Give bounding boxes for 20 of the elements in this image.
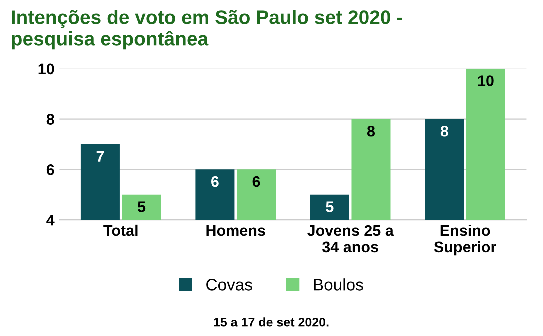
text: 15 a 17 de set 2020. (214, 318, 329, 327)
x-tick-label: Total (104, 224, 138, 236)
data-label: 5 (326, 202, 334, 212)
x-tick-label: Homens (206, 226, 266, 236)
y-tick-label: 6 (46, 164, 54, 176)
y-tick-label: 8 (46, 114, 54, 125)
y-tick-label: 10 (38, 64, 54, 75)
legend-label: Covas (206, 279, 252, 291)
data-label: 10 (478, 76, 494, 86)
x-tick-label: Ensino Superior (434, 224, 497, 256)
y-tick-label: 4 (46, 215, 55, 226)
data-label: 6 (212, 176, 219, 188)
legend-label: Boulos (314, 278, 364, 291)
data-label: 8 (440, 126, 448, 137)
data-label: 6 (252, 176, 260, 188)
data-label: 7 (96, 151, 104, 162)
data-label: 5 (138, 202, 146, 212)
data-label: 8 (367, 126, 376, 137)
chart-title: Intenções de voto em São Paulo set 2020 - pesquisa espontânea (12, 10, 402, 50)
x-tick-label: Jovens 25 a 34 anos (308, 225, 394, 253)
